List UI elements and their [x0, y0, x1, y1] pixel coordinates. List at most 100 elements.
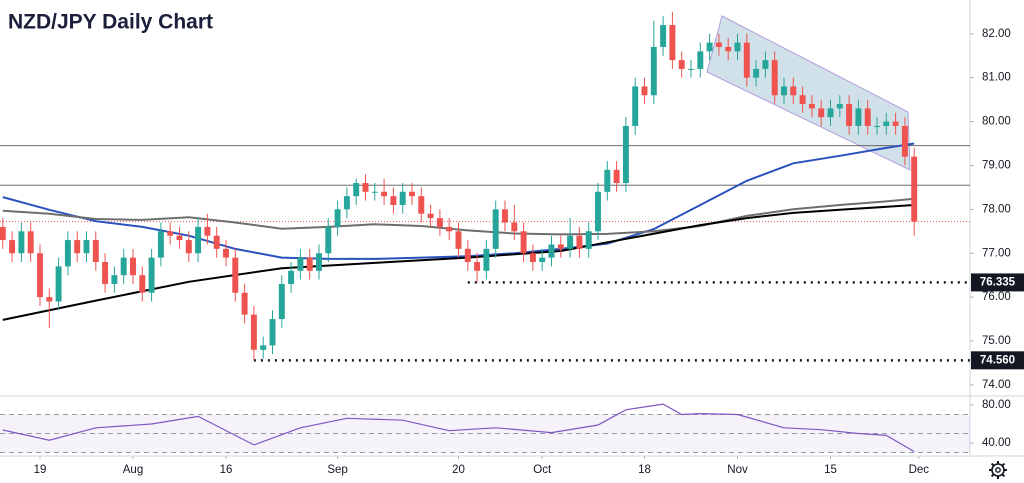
candle-body [37, 253, 43, 298]
candle-body [492, 209, 499, 249]
candle-body [139, 275, 146, 293]
rsi-tick-label: 80.00 [982, 399, 1011, 411]
price-label: 76.335 [980, 276, 1016, 288]
candle-body [511, 222, 518, 232]
candle-body [27, 231, 34, 254]
candle-body [762, 60, 769, 69]
candle-body [130, 257, 136, 276]
candle-body [213, 235, 220, 249]
candle-body [799, 95, 806, 105]
y-tick-label: 75.00 [982, 335, 1011, 347]
x-tick-label: Nov [727, 464, 748, 476]
candle-body [622, 125, 629, 184]
x-tick-label: Aug [123, 464, 143, 476]
candle-body [232, 257, 239, 293]
candle-body [474, 262, 481, 271]
rsi-band [0, 414, 970, 453]
candle-body [371, 191, 378, 193]
candle-body [464, 248, 471, 263]
candle-body [846, 104, 853, 126]
candle-body [120, 257, 127, 276]
candle-body [269, 319, 276, 346]
candle-body [911, 156, 918, 222]
x-tick-label: 18 [638, 464, 651, 476]
candle-body [176, 235, 183, 241]
x-tick-label: Oct [533, 464, 552, 476]
candle-body [325, 226, 332, 254]
x-tick-label: Dec [909, 464, 930, 476]
candle-body [353, 183, 360, 197]
candle-body [883, 121, 890, 126]
candle-body [362, 183, 369, 192]
candle-body [418, 196, 425, 214]
price-label-box [971, 273, 1024, 292]
candle-body [148, 257, 155, 293]
candle-body [771, 60, 778, 96]
rsi-tick-label: 40.00 [982, 437, 1011, 449]
candle-body [64, 240, 71, 267]
y-tick-label: 78.00 [982, 203, 1011, 215]
candle-body [697, 51, 704, 69]
candle-body [734, 42, 741, 52]
candle-body [827, 108, 834, 118]
candle-body [436, 218, 443, 227]
candle-layer [0, 11, 918, 361]
candle-body [502, 209, 508, 223]
candle-body [46, 297, 53, 302]
candle-body [706, 42, 713, 52]
candle-body [343, 196, 350, 210]
candle-body [632, 86, 639, 126]
y-tick-label: 76.00 [982, 291, 1011, 303]
candle-body [585, 231, 592, 249]
candle-body [260, 345, 267, 350]
candle-body [641, 86, 648, 96]
candle-body [185, 240, 192, 254]
rsi-line [2, 403, 915, 453]
candle-body [409, 191, 415, 197]
x-tick-label: 19 [34, 464, 47, 476]
candle-body [390, 196, 397, 205]
candle-body [446, 226, 453, 232]
candle-body [567, 235, 574, 249]
price-label-box [971, 351, 1024, 370]
y-tick-label: 82.00 [982, 28, 1011, 40]
candle-body [836, 104, 843, 109]
candle-body [539, 257, 546, 263]
x-tick-label: 20 [452, 464, 465, 476]
candle-body [855, 108, 862, 126]
candle-body [688, 68, 694, 70]
candle-body [595, 191, 601, 232]
candle-body [520, 231, 527, 254]
candle-body [455, 231, 462, 249]
candle-body [864, 108, 871, 126]
candle-body [548, 244, 555, 258]
candle-body [83, 240, 90, 254]
candle-body [55, 266, 62, 302]
candle-body [808, 104, 815, 109]
candle-body [901, 125, 908, 157]
candle-body [660, 25, 667, 47]
candle-body [483, 248, 490, 271]
x-tick-label: 16 [220, 464, 233, 476]
candle-body [111, 275, 118, 284]
candle-body [381, 191, 388, 197]
candle-body [18, 231, 25, 254]
chart-title: NZD/JPY Daily Chart [8, 11, 213, 34]
price-label: 74.560 [980, 354, 1015, 366]
candle-body [613, 169, 620, 184]
settings-icon[interactable] [989, 461, 1007, 479]
candle-body [669, 25, 676, 61]
candle-body [250, 314, 257, 350]
candle-body [278, 283, 285, 320]
x-tick-label: Sep [327, 464, 347, 476]
candle-body [892, 121, 899, 126]
candle-body [297, 257, 304, 271]
candle-body [790, 86, 797, 96]
candle-body [288, 270, 295, 284]
candle-body [92, 240, 99, 263]
y-tick-label: 79.00 [982, 159, 1011, 171]
candle-body [781, 86, 787, 96]
candle-body [195, 226, 202, 254]
